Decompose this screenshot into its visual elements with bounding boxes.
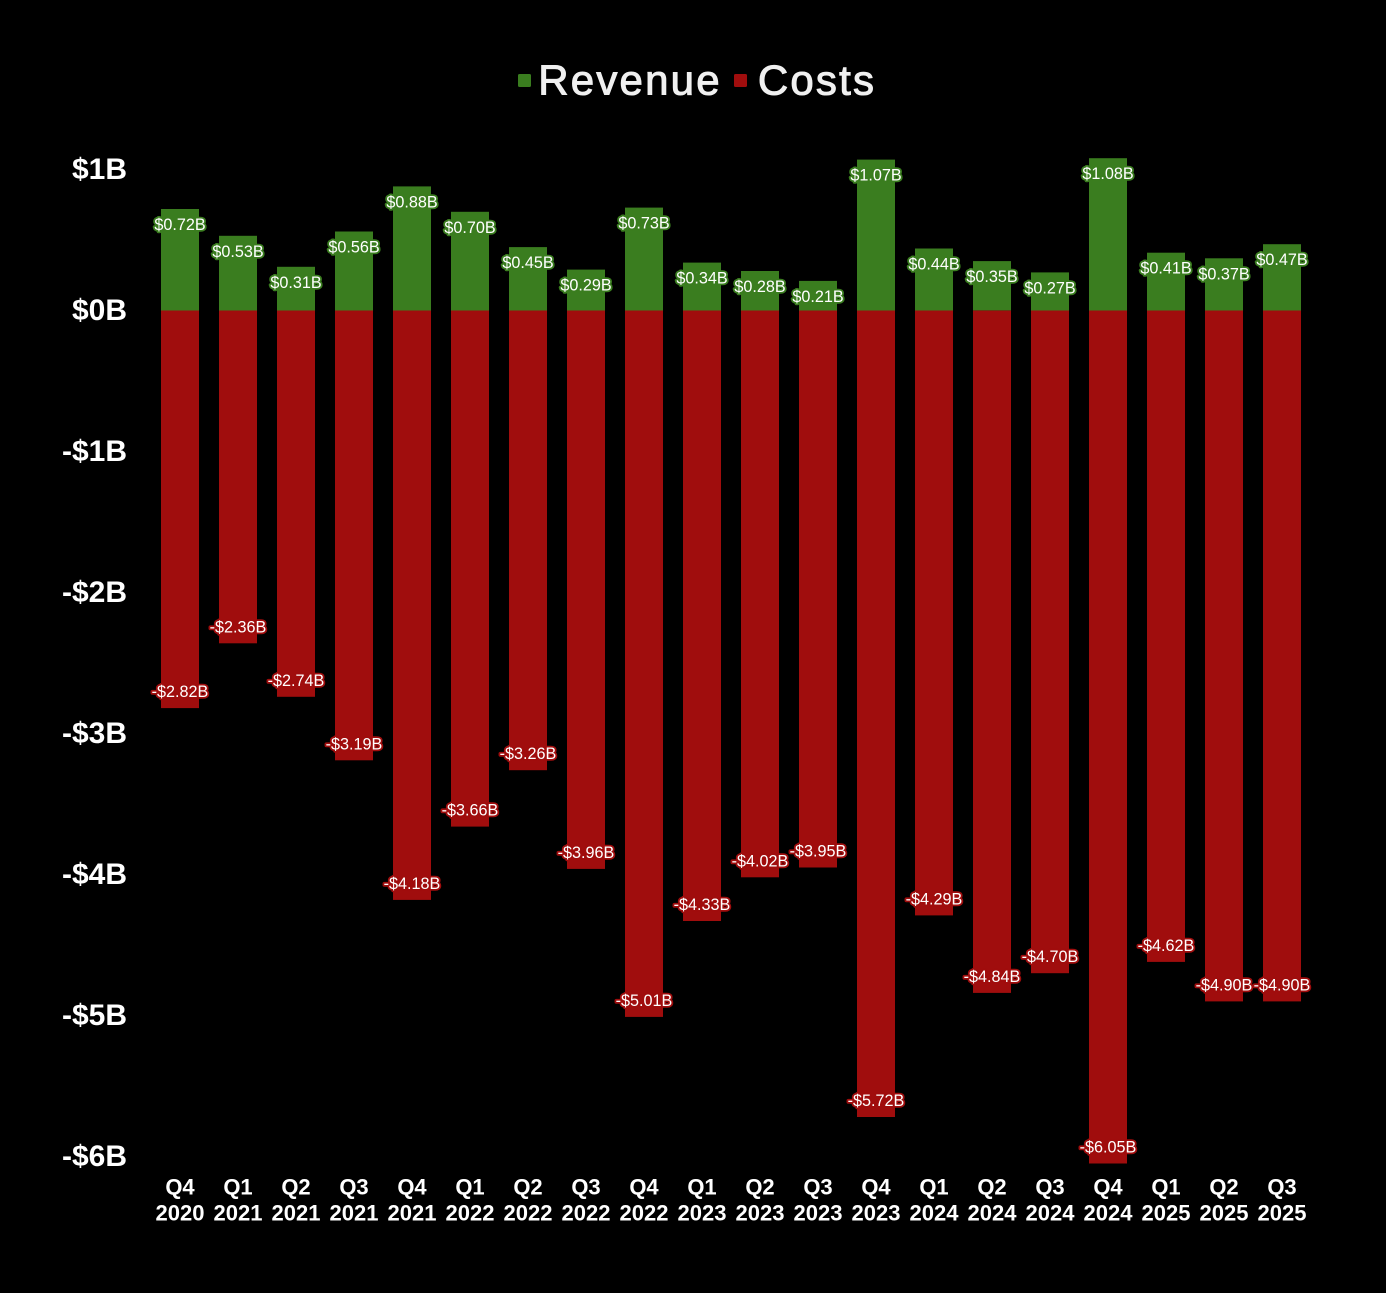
svg-text:Q4: Q4	[1093, 1175, 1123, 1200]
svg-text:Q3: Q3	[1267, 1175, 1296, 1200]
svg-text:-$4.84B: -$4.84B	[964, 968, 1021, 986]
svg-text:-$5B: -$5B	[62, 999, 127, 1032]
svg-text:$0.34B: $0.34B	[676, 270, 727, 288]
svg-text:-$4.90B: -$4.90B	[1254, 976, 1311, 994]
svg-text:Q4: Q4	[629, 1175, 659, 1200]
svg-text:$0.28B: $0.28B	[734, 278, 785, 296]
svg-text:Q3: Q3	[339, 1175, 368, 1200]
svg-text:Q1: Q1	[1151, 1175, 1180, 1200]
svg-text:$0.72B: $0.72B	[154, 216, 205, 234]
svg-text:-$5.72B: -$5.72B	[848, 1092, 905, 1110]
svg-text:-$4.90B: -$4.90B	[1196, 976, 1253, 994]
svg-text:-$2.82B: -$2.82B	[152, 683, 209, 701]
svg-text:$0.29B: $0.29B	[560, 277, 611, 295]
svg-text:-$3.96B: -$3.96B	[558, 844, 615, 862]
svg-text:2021: 2021	[388, 1201, 437, 1226]
svg-text:2022: 2022	[504, 1201, 553, 1226]
svg-text:$0.47B: $0.47B	[1256, 251, 1307, 269]
svg-text:$0.70B: $0.70B	[444, 219, 495, 237]
svg-text:-$4.18B: -$4.18B	[384, 875, 441, 893]
svg-text:$1.07B: $1.07B	[850, 167, 901, 185]
svg-text:2025: 2025	[1142, 1201, 1191, 1226]
svg-text:-$6B: -$6B	[62, 1140, 127, 1173]
svg-text:2021: 2021	[330, 1201, 379, 1226]
svg-text:$0.27B: $0.27B	[1024, 279, 1075, 297]
svg-text:Q2: Q2	[1209, 1175, 1238, 1200]
svg-text:-$4.70B: -$4.70B	[1022, 948, 1079, 966]
svg-text:-$4.62B: -$4.62B	[1138, 937, 1195, 955]
svg-text:Q1: Q1	[223, 1175, 252, 1200]
svg-text:2023: 2023	[736, 1201, 785, 1226]
svg-text:Q3: Q3	[803, 1175, 832, 1200]
svg-text:2022: 2022	[620, 1201, 669, 1226]
svg-text:-$4.33B: -$4.33B	[674, 896, 731, 914]
svg-text:2023: 2023	[852, 1201, 901, 1226]
svg-text:-$5.01B: -$5.01B	[616, 992, 673, 1010]
svg-text:Revenue: Revenue	[538, 57, 722, 104]
svg-text:Q2: Q2	[281, 1175, 310, 1200]
svg-text:2024: 2024	[910, 1201, 960, 1226]
svg-text:-$2.36B: -$2.36B	[210, 618, 267, 636]
svg-text:2021: 2021	[214, 1201, 263, 1226]
svg-text:2024: 2024	[968, 1201, 1018, 1226]
svg-text:$0.44B: $0.44B	[908, 256, 959, 274]
svg-text:$0B: $0B	[72, 294, 127, 327]
svg-text:$0.31B: $0.31B	[270, 274, 321, 292]
svg-text:$0.56B: $0.56B	[328, 239, 379, 257]
svg-text:Q1: Q1	[455, 1175, 484, 1200]
svg-text:$0.35B: $0.35B	[966, 268, 1017, 286]
svg-text:$1B: $1B	[72, 153, 127, 186]
svg-text:-$4.29B: -$4.29B	[906, 890, 963, 908]
svg-text:2022: 2022	[446, 1201, 495, 1226]
svg-text:2020: 2020	[156, 1201, 205, 1226]
svg-text:Q3: Q3	[1035, 1175, 1064, 1200]
svg-text:-$3B: -$3B	[62, 717, 127, 750]
svg-text:2021: 2021	[272, 1201, 321, 1226]
svg-text:Q4: Q4	[397, 1175, 427, 1200]
svg-text:2024: 2024	[1084, 1201, 1134, 1226]
svg-text:$0.88B: $0.88B	[386, 193, 437, 211]
svg-text:-$6.05B: -$6.05B	[1080, 1139, 1137, 1157]
svg-text:Q1: Q1	[919, 1175, 948, 1200]
svg-text:-$3.66B: -$3.66B	[442, 802, 499, 820]
svg-text:$1.08B: $1.08B	[1082, 165, 1133, 183]
svg-text:Q2: Q2	[513, 1175, 542, 1200]
svg-text:-$3.26B: -$3.26B	[500, 745, 557, 763]
svg-text:2025: 2025	[1200, 1201, 1249, 1226]
svg-text:2022: 2022	[562, 1201, 611, 1226]
svg-text:$0.21B: $0.21B	[792, 288, 843, 306]
svg-text:$0.41B: $0.41B	[1140, 260, 1191, 278]
svg-text:2024: 2024	[1026, 1201, 1076, 1226]
svg-text:-$4.02B: -$4.02B	[732, 852, 789, 870]
svg-text:Q3: Q3	[571, 1175, 600, 1200]
svg-text:$0.73B: $0.73B	[618, 215, 669, 233]
svg-text:-$3.19B: -$3.19B	[326, 735, 383, 753]
svg-text:2025: 2025	[1258, 1201, 1307, 1226]
svg-text:$0.37B: $0.37B	[1198, 265, 1249, 283]
svg-text:Q4: Q4	[165, 1175, 195, 1200]
svg-text:Q1: Q1	[687, 1175, 716, 1200]
svg-text:Q2: Q2	[977, 1175, 1006, 1200]
svg-text:2023: 2023	[794, 1201, 843, 1226]
svg-text:-$1B: -$1B	[62, 435, 127, 468]
svg-text:$0.53B: $0.53B	[212, 243, 263, 261]
svg-text:Q2: Q2	[745, 1175, 774, 1200]
svg-text:-$4B: -$4B	[62, 858, 127, 891]
svg-text:2023: 2023	[678, 1201, 727, 1226]
svg-text:-$2B: -$2B	[62, 576, 127, 609]
svg-text:Q4: Q4	[861, 1175, 891, 1200]
svg-text:$0.45B: $0.45B	[502, 254, 553, 272]
svg-text:-$2.74B: -$2.74B	[268, 672, 325, 690]
svg-text:Costs: Costs	[758, 57, 876, 104]
svg-text:-$3.95B: -$3.95B	[790, 843, 847, 861]
